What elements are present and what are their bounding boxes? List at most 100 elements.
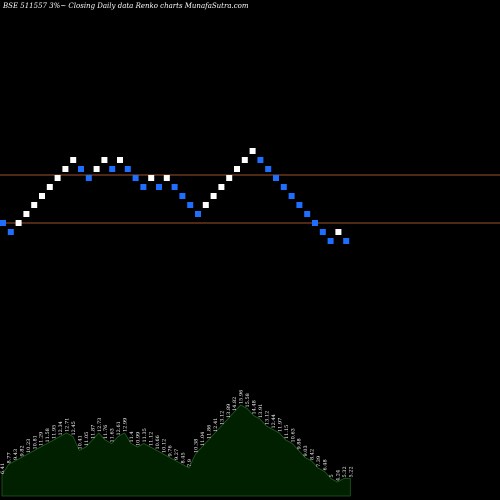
renko-brick: [93, 166, 100, 172]
volume-label: 15.96: [239, 390, 245, 404]
volume-label: 8.45: [181, 452, 187, 463]
renko-brick: [124, 166, 131, 172]
volume-label: 12.99: [123, 418, 129, 432]
renko-brick: [179, 193, 186, 199]
volume-label: 12.45: [71, 421, 77, 435]
volume-label: 4.24: [335, 470, 341, 481]
volume-label: 11.35: [142, 428, 148, 442]
volume-label: 14.82: [232, 397, 238, 411]
chart-title: BSE 511557 3%~ Closing Daily data Renko …: [2, 2, 249, 10]
volume-label: 8.77: [6, 452, 12, 463]
volume-label: 11.05: [84, 432, 90, 446]
volume-label: 5.22: [348, 466, 354, 477]
volume-label: 11.86: [206, 425, 212, 439]
renko-brick: [234, 166, 240, 172]
renko-brick: [7, 229, 14, 235]
renko-brick: [319, 229, 326, 235]
volume-label: 11.4: [129, 431, 135, 442]
volume-label: 9.27: [174, 449, 180, 460]
volume-label: 8.42: [310, 449, 316, 460]
renko-brick: [132, 175, 139, 181]
volume-label: 5: [329, 474, 335, 477]
renko-brick: [195, 211, 201, 217]
renko-brick: [288, 193, 295, 199]
renko-brick: [343, 238, 350, 244]
volume-label: 11.97: [277, 418, 283, 432]
renko-brick: [140, 184, 147, 190]
volume-label: 11.95: [52, 425, 58, 439]
volume-label: 12.71: [65, 418, 71, 432]
renko-brick: [85, 175, 92, 181]
renko-brick: [31, 202, 38, 208]
renko-brick: [156, 184, 162, 190]
volume-label: 12.61: [116, 421, 122, 435]
renko-brick: [171, 184, 178, 190]
volume-label: 11.87: [90, 425, 96, 439]
volume-label: 13.89: [226, 404, 232, 418]
volume-label: 5.32: [342, 466, 348, 477]
renko-brick: [304, 211, 311, 217]
volume-label: 7.9: [187, 459, 193, 467]
renko-brick: [202, 202, 209, 208]
volume-label: 10.81: [32, 435, 38, 449]
renko-brick: [312, 220, 318, 226]
renko-brick: [273, 175, 279, 181]
volume-labels: 6.418.77 9.43 9.82 10.23 10.81 11.29 11.58 11.9…: [0, 390, 354, 481]
volume-label: 10.63: [290, 428, 296, 442]
volume-label: 11.04: [200, 432, 206, 446]
volume-label: 10.99: [135, 432, 141, 446]
volume-label: 9.43: [13, 449, 19, 460]
renko-brick: [163, 175, 170, 181]
renko-brick: [46, 184, 53, 190]
renko-brick: [101, 157, 108, 163]
volume-label: 10.38: [194, 439, 200, 453]
renko-brick: [15, 220, 22, 226]
volume-label: 14.48: [252, 400, 258, 414]
volume-label: 9.76: [168, 445, 174, 456]
volume-label: 11.12: [148, 432, 154, 446]
volume-label: 6.41: [0, 463, 6, 474]
volume-label: 10.66: [155, 435, 161, 449]
renko-brick: [249, 148, 256, 154]
volume-label: 6.48: [323, 459, 329, 470]
renko-brick: [257, 157, 264, 163]
renko-brick: [241, 157, 248, 163]
volume-label: 11.29: [39, 432, 45, 446]
renko-brick: [117, 157, 123, 163]
volume-label: 7.39: [316, 456, 322, 467]
renko-brick: [62, 166, 69, 172]
renko-brick: [148, 175, 155, 181]
volume-label: 12.73: [97, 418, 103, 432]
renko-brick: [327, 238, 334, 244]
renko-brick: [109, 166, 116, 172]
renko-brick: [39, 193, 45, 199]
renko-brick: [210, 193, 217, 199]
volume-label: 15.58: [245, 393, 251, 407]
volume-label: 13.12: [264, 411, 270, 425]
renko-brick: [226, 175, 233, 181]
volume-profile: [1, 404, 351, 497]
volume-label: 11.58: [45, 428, 51, 442]
renko-brick: [78, 166, 84, 172]
renko-brick: [187, 202, 194, 208]
volume-label: 9.03: [303, 445, 309, 456]
renko-brick: [335, 229, 342, 235]
renko-brick: [23, 211, 30, 217]
renko-brick: [0, 220, 6, 226]
volume-label: 12.44: [271, 414, 277, 428]
volume-label: 12.41: [213, 418, 219, 432]
renko-bricks: [0, 148, 350, 244]
renko-brick: [54, 175, 61, 181]
volume-label: 12.34: [58, 421, 64, 435]
volume-label: 13.91: [258, 404, 264, 418]
volume-label: 9.82: [19, 445, 25, 456]
reference-lines: [0, 174, 500, 224]
volume-label: 11.63: [110, 428, 116, 442]
renko-brick: [296, 202, 303, 208]
volume-label: 13.12: [219, 411, 225, 425]
volume-label: 9.88: [297, 438, 303, 449]
renko-brick: [70, 157, 77, 163]
volume-label: 10.12: [161, 439, 167, 453]
volume-label: 11.76: [103, 425, 109, 439]
